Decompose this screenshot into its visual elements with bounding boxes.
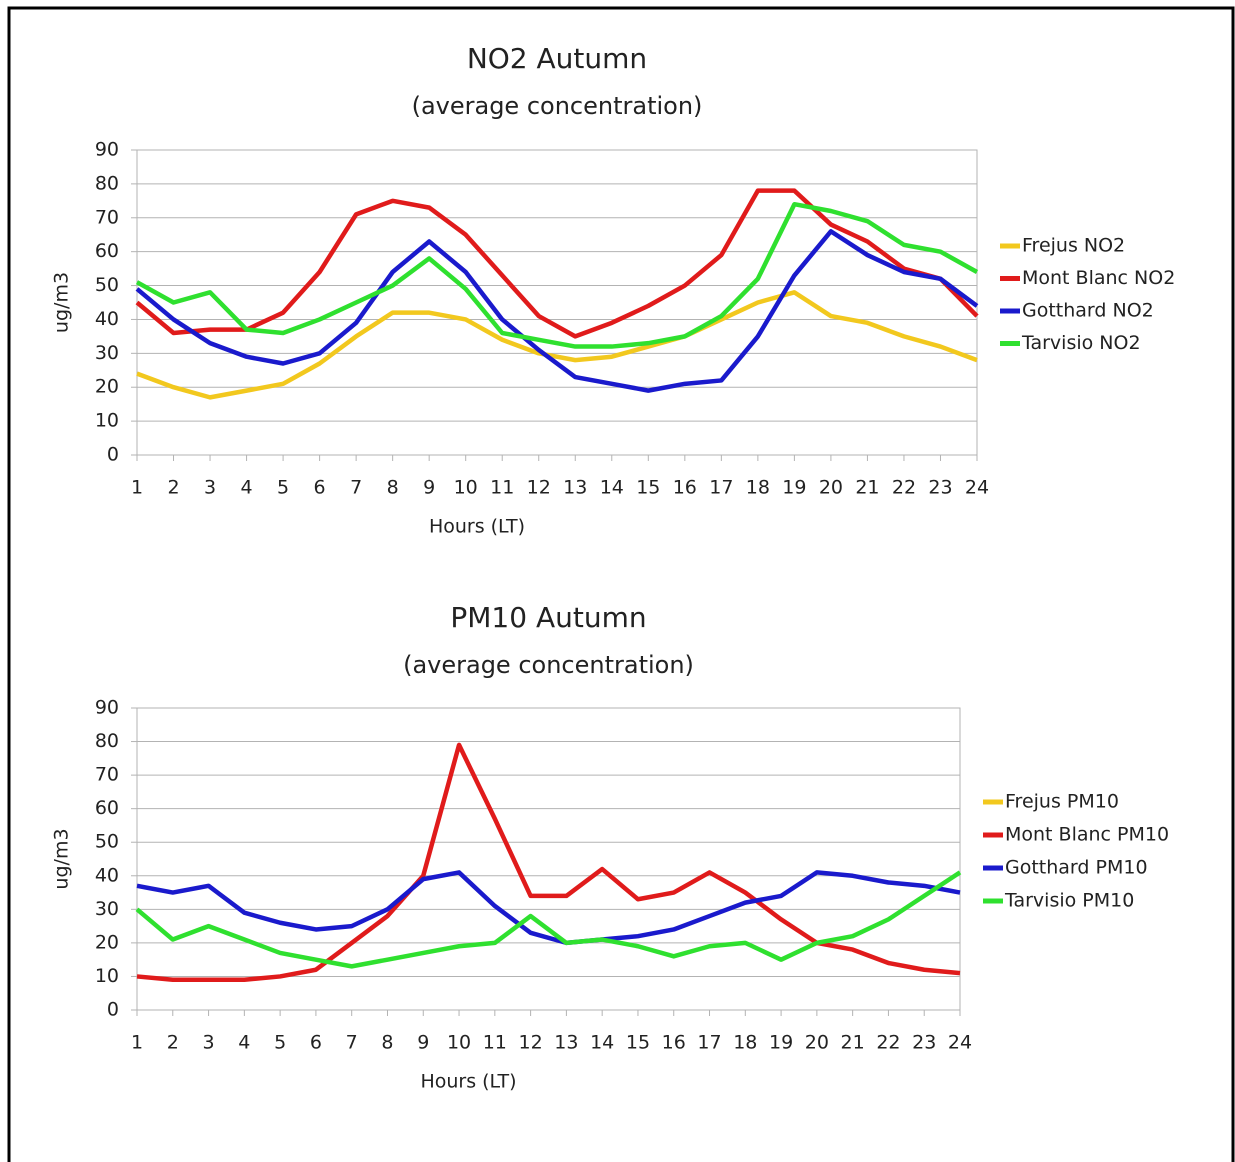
x-tick-label: 17: [709, 477, 733, 499]
x-tick-label: 7: [350, 477, 362, 499]
legend-label: Tarvisio PM10: [1004, 890, 1134, 912]
x-tick-label: 22: [892, 477, 916, 499]
y-tick-label: 70: [95, 764, 119, 786]
legend-label: Tarvisio NO2: [1021, 332, 1141, 354]
series-line: [136, 290, 978, 400]
x-axis-label: Hours (LT): [420, 1071, 516, 1093]
plot-area: [136, 707, 961, 1011]
y-tick-label: 30: [95, 898, 119, 920]
y-tick-label: 10: [95, 410, 119, 432]
x-tick-label: 7: [346, 1032, 358, 1054]
y-tick-label: 60: [95, 797, 119, 819]
chart-subtitle: (average concentration): [403, 651, 694, 679]
y-tick-label: 40: [95, 864, 119, 886]
y-tick-label: 80: [95, 172, 119, 194]
x-tick-label: 24: [948, 1032, 972, 1054]
x-tick-label: 24: [965, 477, 989, 499]
x-tick-label: 16: [662, 1032, 686, 1054]
x-tick-label: 5: [277, 477, 289, 499]
x-tick-label: 15: [626, 1032, 650, 1054]
x-tick-label: 21: [855, 477, 879, 499]
y-tick-label: 20: [95, 376, 119, 398]
x-tick-label: 23: [928, 477, 952, 499]
x-tick-label: 19: [769, 1032, 793, 1054]
x-tick-label: 10: [447, 1032, 471, 1054]
y-tick-label: 50: [95, 274, 119, 296]
x-tick-label: 4: [238, 1032, 250, 1054]
x-tick-label: 20: [819, 477, 843, 499]
series-line: [135, 229, 979, 393]
legend-label: Mont Blanc NO2: [1022, 267, 1175, 289]
y-tick-label: 40: [95, 308, 119, 330]
x-tick-label: 23: [912, 1032, 936, 1054]
y-axis-label: ug/m3: [51, 828, 73, 889]
x-tick-label: 8: [387, 477, 399, 499]
series-line: [136, 870, 961, 946]
y-tick-label: 90: [95, 139, 119, 161]
x-tick-label: 3: [204, 477, 216, 499]
x-tick-label: 13: [554, 1032, 578, 1054]
series-line: [135, 188, 979, 339]
x-tick-label: 18: [746, 477, 770, 499]
x-tick-label: 3: [203, 1032, 215, 1054]
x-tick-label: 14: [590, 1032, 614, 1054]
x-tick-label: 6: [314, 477, 326, 499]
x-tick-label: 19: [782, 477, 806, 499]
x-tick-label: 12: [527, 477, 551, 499]
y-tick-label: 0: [107, 444, 119, 466]
x-tick-label: 6: [310, 1032, 322, 1054]
series-line: [135, 870, 962, 969]
legend-label: Gotthard NO2: [1022, 300, 1154, 322]
x-tick-label: 5: [274, 1032, 286, 1054]
x-tick-label: 11: [490, 477, 514, 499]
x-tick-label: 12: [519, 1032, 543, 1054]
x-tick-label: 14: [600, 477, 624, 499]
x-tick-label: 9: [417, 1032, 429, 1054]
x-tick-label: 18: [733, 1032, 757, 1054]
x-tick-label: 4: [241, 477, 253, 499]
x-tick-label: 8: [381, 1032, 393, 1054]
chart-title: PM10 Autumn: [450, 601, 646, 634]
y-tick-label: 10: [95, 965, 119, 987]
legend-label: Frejus PM10: [1005, 791, 1119, 813]
x-tick-label: 21: [841, 1032, 865, 1054]
x-tick-label: 10: [454, 477, 478, 499]
x-tick-label: 2: [167, 1032, 179, 1054]
x-tick-label: 2: [167, 477, 179, 499]
x-tick-label: 16: [673, 477, 697, 499]
frame: [7, 6, 1235, 1162]
y-tick-label: 50: [95, 831, 119, 853]
y-tick-label: 70: [95, 206, 119, 228]
y-axis-label: ug/m3: [51, 272, 73, 333]
legend-label: Mont Blanc PM10: [1005, 824, 1169, 846]
x-tick-label: 20: [805, 1032, 829, 1054]
y-tick-label: 30: [95, 342, 119, 364]
y-tick-label: 80: [95, 730, 119, 752]
x-tick-label: 1: [131, 477, 143, 499]
legend-label: Gotthard PM10: [1005, 857, 1148, 879]
y-tick-label: 90: [95, 697, 119, 719]
x-tick-label: 17: [697, 1032, 721, 1054]
y-tick-label: 0: [107, 999, 119, 1021]
legend-label: Frejus NO2: [1022, 235, 1125, 257]
series-line: [135, 201, 979, 349]
x-tick-label: 22: [876, 1032, 900, 1054]
chart-subtitle: (average concentration): [412, 92, 703, 120]
x-tick-label: 9: [423, 477, 435, 499]
chart-title: NO2 Autumn: [467, 42, 647, 75]
x-tick-label: 15: [636, 477, 660, 499]
x-tick-label: 11: [483, 1032, 507, 1054]
y-tick-label: 60: [95, 240, 119, 262]
y-tick-label: 20: [95, 931, 119, 953]
x-tick-label: 13: [563, 477, 587, 499]
x-axis-label: Hours (LT): [429, 516, 525, 538]
x-tick-label: 1: [131, 1032, 143, 1054]
